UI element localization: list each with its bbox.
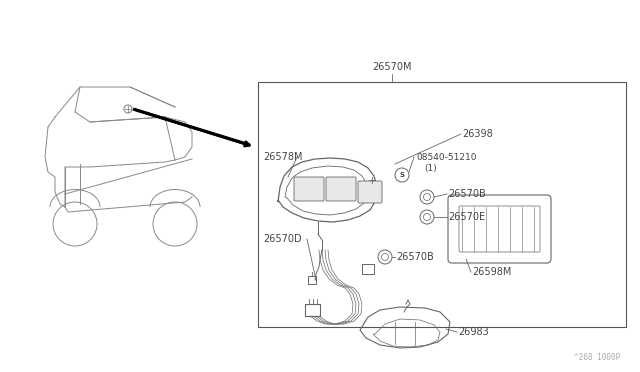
Text: (1): (1) [424,164,436,173]
Text: 26570E: 26570E [448,212,485,222]
FancyBboxPatch shape [294,177,324,201]
Text: 26983: 26983 [458,327,489,337]
Text: 26398: 26398 [462,129,493,139]
Text: 26578M: 26578M [263,152,303,162]
FancyBboxPatch shape [448,195,551,263]
Bar [258,82,626,327]
Text: 26570D: 26570D [263,234,301,244]
Text: S: S [399,172,404,178]
Text: 26598M: 26598M [472,267,511,277]
FancyBboxPatch shape [326,177,356,201]
Text: 08540-51210: 08540-51210 [416,153,477,161]
Text: ^268 1000P: ^268 1000P [573,353,620,362]
FancyBboxPatch shape [358,181,382,203]
Text: 26570B: 26570B [396,252,434,262]
Text: 26570M: 26570M [372,62,412,72]
Text: 26570B: 26570B [448,189,486,199]
